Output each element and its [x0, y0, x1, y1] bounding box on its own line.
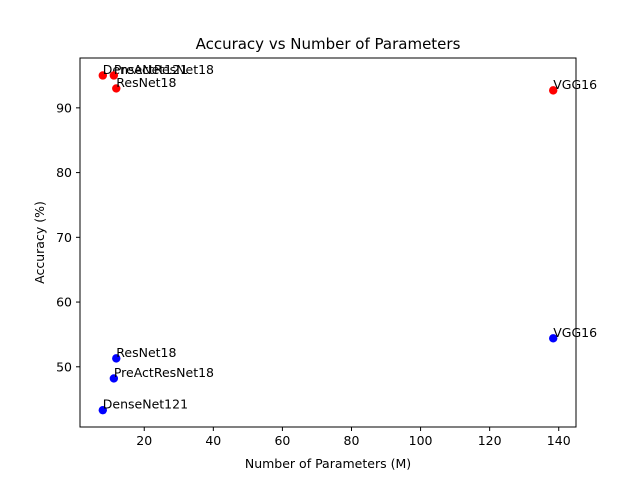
y-axis-label: Accuracy (%) [32, 201, 47, 284]
data-point-label: PreActResNet18 [114, 62, 214, 77]
y-tick-label: 70 [56, 230, 72, 245]
data-point [112, 84, 121, 93]
data-point [549, 334, 558, 343]
data-point-label: ResNet18 [116, 75, 176, 90]
x-tick-label: 120 [478, 433, 502, 448]
x-tick-label: 40 [205, 433, 221, 448]
data-point [98, 71, 107, 80]
data-point-label: DenseNet121 [103, 397, 188, 412]
y-tick-label: 80 [56, 165, 72, 180]
x-tick-label: 80 [344, 433, 360, 448]
y-tick-label: 50 [56, 359, 72, 374]
plot-area-frame [79, 57, 577, 428]
x-tick-label: 140 [547, 433, 571, 448]
y-tick-label: 90 [56, 100, 72, 115]
data-point-label: VGG16 [553, 77, 597, 92]
data-point-label: PreActResNet18 [114, 365, 214, 380]
data-point-label: VGG16 [553, 325, 597, 340]
x-axis: 20 40 60 80 100 120 140 [136, 427, 571, 448]
x-tick-label: 100 [409, 433, 433, 448]
y-axis: 50 60 70 80 90 [56, 100, 80, 374]
data-point [98, 405, 107, 415]
x-axis-label: Number of Parameters (M) [245, 456, 411, 471]
x-tick-label: 20 [136, 433, 152, 448]
x-tick-label: 60 [274, 433, 290, 448]
data-point [109, 374, 119, 383]
data-point [109, 71, 119, 80]
data-point [549, 86, 558, 95]
data-point-label: ResNet18 [116, 345, 176, 360]
data-point-label: DenseNet121 [103, 62, 188, 77]
y-tick-label: 60 [56, 295, 72, 310]
chart-title: Accuracy vs Number of Parameters [196, 35, 461, 53]
data-point [112, 354, 121, 363]
